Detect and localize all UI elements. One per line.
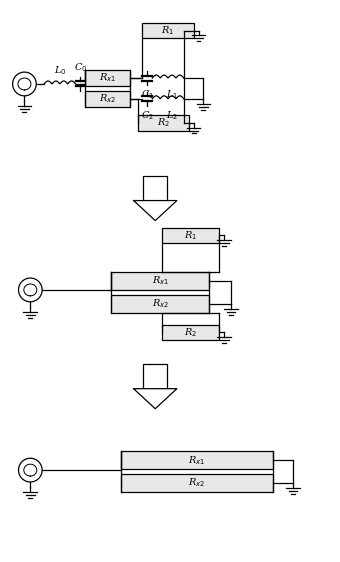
Text: R$_{x2}$: R$_{x2}$ [152, 297, 169, 310]
Bar [121, 474, 273, 492]
Bar [85, 91, 130, 107]
Text: R$_{x2}$: R$_{x2}$ [99, 92, 116, 105]
Bar [121, 451, 273, 469]
Text: R$_{x1}$: R$_{x1}$ [152, 275, 169, 287]
Text: C$_2$: C$_2$ [141, 108, 154, 121]
Bar [111, 295, 209, 312]
Text: R$_{x2}$: R$_{x2}$ [188, 477, 206, 490]
Bar [162, 325, 219, 341]
Text: R$_{x1}$: R$_{x1}$ [188, 454, 206, 466]
Bar [162, 228, 219, 243]
Text: C$_0$: C$_0$ [74, 61, 87, 74]
Text: R$_{x1}$: R$_{x1}$ [99, 71, 116, 84]
Text: C$_1$: C$_1$ [141, 88, 154, 101]
Bar [142, 22, 193, 38]
Bar [143, 364, 167, 389]
Text: L$_0$: L$_0$ [53, 64, 66, 77]
Text: L$_2$: L$_2$ [166, 108, 178, 121]
Bar [85, 70, 130, 86]
Text: R$_2$: R$_2$ [184, 326, 197, 339]
Bar [111, 272, 209, 290]
Polygon shape [134, 389, 177, 409]
Bar [138, 115, 189, 130]
Text: L$_1$: L$_1$ [166, 88, 178, 101]
Text: R$_1$: R$_1$ [162, 24, 175, 37]
Bar [143, 176, 167, 201]
Text: R$_1$: R$_1$ [184, 229, 197, 242]
Text: R$_2$: R$_2$ [156, 116, 170, 129]
Polygon shape [134, 201, 177, 221]
